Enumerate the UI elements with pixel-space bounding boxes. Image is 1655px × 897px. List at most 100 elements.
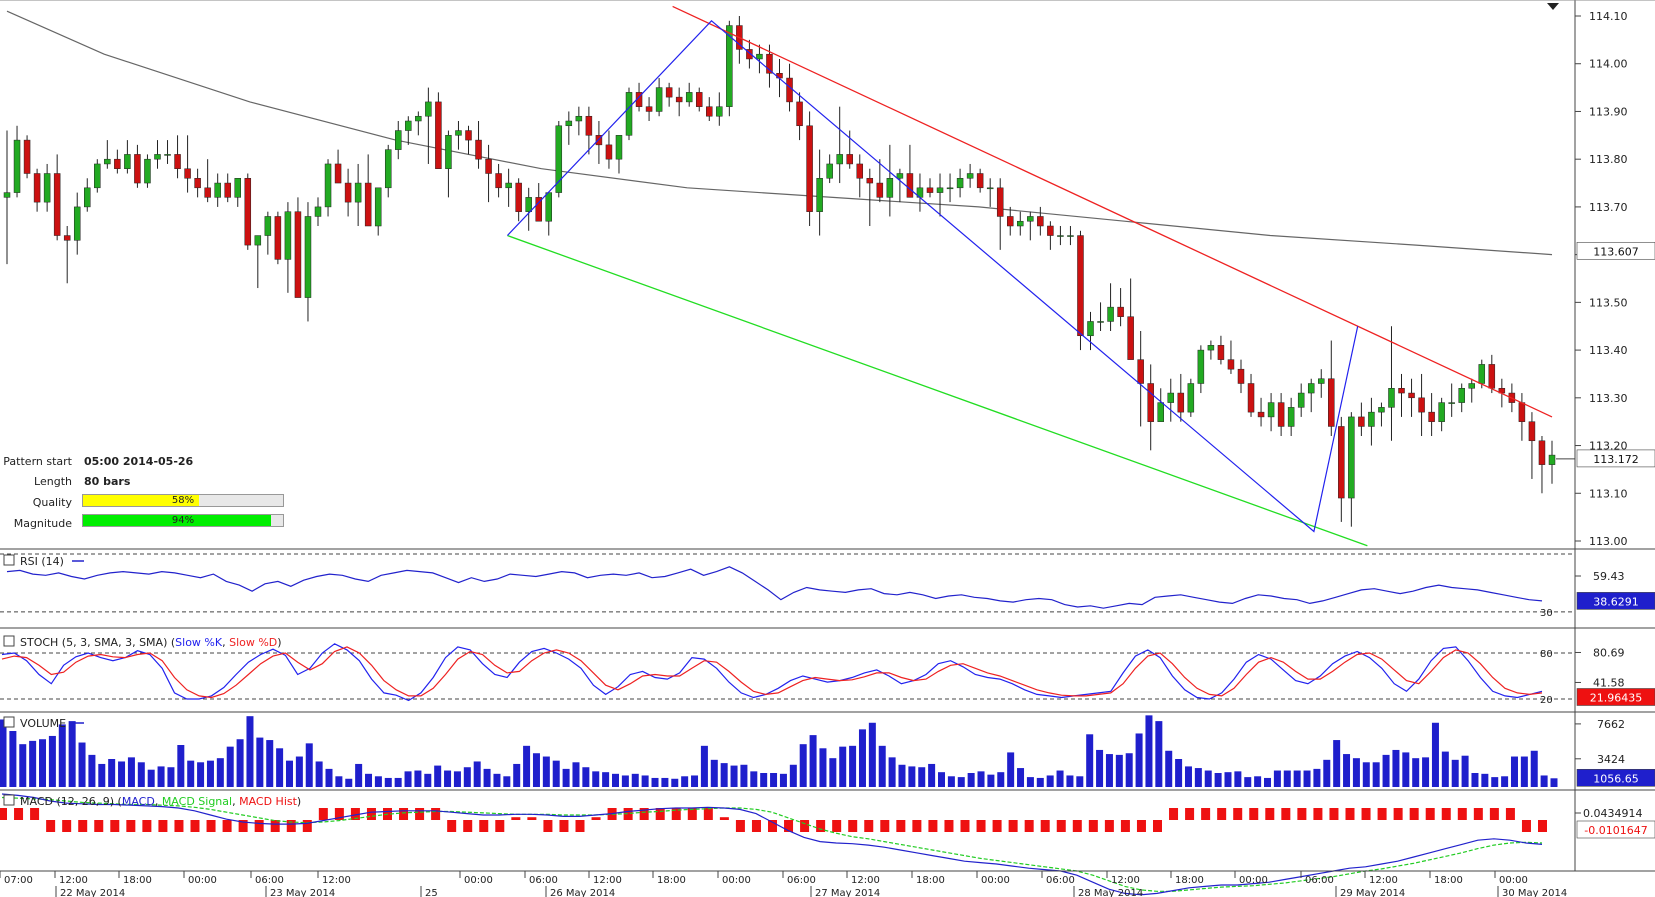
- volume-bar: [236, 739, 244, 787]
- candle: [13, 139, 21, 193]
- candle: [906, 173, 914, 198]
- volume-bar: [1214, 773, 1222, 787]
- length-label: Length: [34, 475, 72, 488]
- macd-hist-bar: [479, 820, 489, 832]
- volume-bar: [1422, 757, 1430, 787]
- macd-hist-bar: [1249, 808, 1259, 820]
- macd-value-label: -0.0101647: [1584, 824, 1647, 837]
- volume-tick-label: 3424: [1597, 753, 1625, 766]
- macd-hist-bar: [78, 820, 88, 832]
- candle: [756, 53, 763, 60]
- time-label: 18:00: [1175, 875, 1204, 886]
- macd-hist-bar: [1233, 808, 1243, 820]
- macd-hist-bar: [46, 820, 56, 832]
- candle: [1117, 306, 1124, 317]
- macd-hist-bar: [206, 820, 216, 832]
- volume-bar: [315, 761, 323, 787]
- volume-bar: [177, 745, 185, 787]
- macd-hist-bar: [992, 820, 1002, 832]
- volume-bar: [1125, 753, 1133, 787]
- macd-hist-bar: [14, 808, 24, 820]
- candle: [986, 187, 994, 190]
- macd-hist-bar: [174, 820, 184, 832]
- price-tick-label: 114.10: [1589, 10, 1628, 23]
- macd-hist-bar: [350, 808, 360, 820]
- candle: [204, 187, 211, 198]
- volume-bar: [977, 771, 985, 787]
- magnitude-bar-fill: [83, 515, 271, 526]
- candle: [53, 173, 61, 236]
- candle: [1378, 407, 1385, 413]
- time-label: 00:00: [722, 875, 751, 886]
- candle: [1207, 345, 1215, 351]
- macd-line: [1, 793, 1543, 896]
- macd-hist-bar: [334, 808, 344, 820]
- time-axis: 07:00 12:00 18:00 00:00 06:00 12:00 00:00 06:00…: [0, 870, 1655, 897]
- candle: [1528, 421, 1536, 442]
- price-tick-label: 113.00: [1589, 535, 1628, 548]
- pattern-start-value: 05:00 2014-05-26: [84, 455, 194, 468]
- candle: [555, 125, 563, 193]
- volume-bar: [1313, 768, 1321, 787]
- volume-bar: [78, 742, 86, 787]
- volume-bar: [1135, 733, 1143, 787]
- candle: [1067, 235, 1074, 237]
- candle: [1057, 235, 1064, 237]
- price-tick-label: 114.00: [1589, 58, 1628, 71]
- volume-bar: [1501, 776, 1509, 787]
- pattern-zigzag-line: [506, 19, 1359, 533]
- candle: [886, 178, 894, 198]
- volume-bar: [1530, 750, 1538, 787]
- date-label: 27 May 2014: [815, 888, 880, 897]
- resistance-line: [672, 5, 1553, 418]
- candle: [114, 158, 121, 169]
- volume-bar: [19, 744, 27, 787]
- volume-bar: [1540, 775, 1548, 787]
- macd-hist-bar: [110, 820, 120, 832]
- macd-hist-bar: [800, 820, 810, 832]
- volume-bar: [1264, 777, 1272, 787]
- candle: [234, 178, 241, 198]
- candle: [1388, 388, 1395, 408]
- volume-bar: [740, 764, 748, 787]
- candle: [1488, 364, 1496, 389]
- macd-hist-bar: [816, 820, 826, 832]
- candle: [655, 87, 663, 112]
- volume-bar: [928, 763, 936, 787]
- candle: [665, 87, 673, 98]
- candle: [284, 211, 292, 260]
- volume-bar: [1323, 759, 1331, 787]
- volume-bar: [770, 773, 778, 787]
- volume-bar: [1096, 749, 1104, 787]
- volume-bar: [700, 745, 708, 787]
- date-label: 22 May 2014: [60, 888, 125, 897]
- macd-hist-bar: [960, 820, 970, 832]
- candle: [33, 173, 41, 203]
- date-label: 29 May 2014: [1340, 888, 1405, 897]
- time-label: 06:00: [255, 875, 284, 886]
- candle: [796, 101, 803, 127]
- candle: [846, 154, 853, 165]
- volume-bar: [1402, 752, 1410, 787]
- volume-bar: [641, 775, 649, 787]
- date-label: 25: [425, 888, 438, 897]
- macd-hist-bar: [1377, 808, 1387, 820]
- macd-legend-part: ): [297, 795, 301, 808]
- volume-bar: [938, 772, 946, 787]
- macd-hist-bar: [591, 817, 601, 820]
- candle: [1348, 416, 1355, 499]
- candle: [585, 115, 593, 136]
- candle: [695, 92, 703, 107]
- macd-hist-bar: [254, 820, 264, 832]
- volume-bar: [829, 758, 837, 787]
- candle: [625, 92, 633, 136]
- volume-bar: [997, 772, 1005, 787]
- macd-hist-bar: [1393, 808, 1403, 820]
- candle: [1107, 306, 1114, 322]
- stoch-legend-prefix: STOCH (5, 3, SMA, 3, SMA) (: [20, 636, 175, 649]
- macd-hist-bar: [1120, 820, 1130, 832]
- volume-bar: [1520, 756, 1528, 787]
- ma-value-label: 113.607: [1593, 245, 1639, 258]
- price-tick-label: 113.70: [1589, 201, 1628, 214]
- price-tick-label: 113.30: [1589, 392, 1628, 405]
